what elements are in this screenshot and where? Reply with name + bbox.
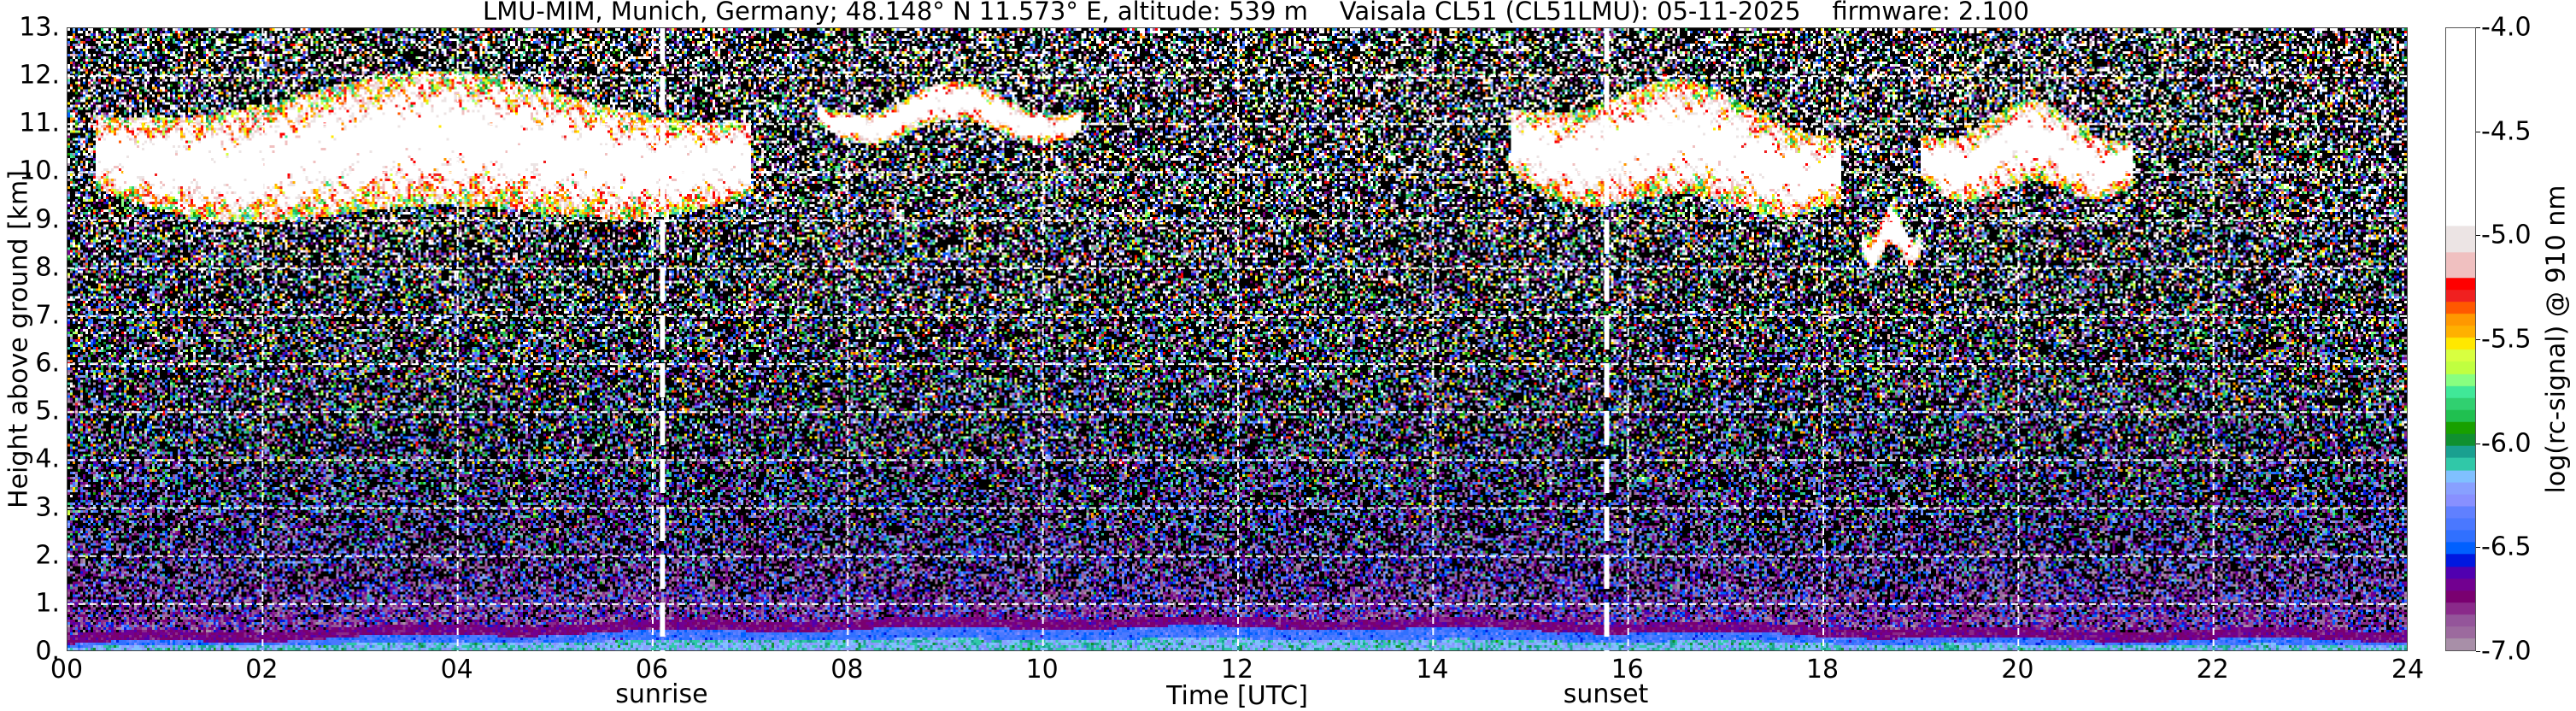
colorbar <box>2445 27 2476 651</box>
y-tick-label: 7. <box>35 300 60 331</box>
x-tick-label: 02 <box>245 655 279 685</box>
x-tick-label: 04 <box>440 655 473 685</box>
colorbar-label: log(rc-signal) @ 910 nm <box>2541 185 2572 494</box>
grid-overlay <box>67 28 2409 652</box>
colorbar-tick-mark <box>2476 27 2480 28</box>
x-tick-label: 12 <box>1220 655 1254 685</box>
y-tick-label: 11. <box>19 108 60 138</box>
y-tick-label: 1. <box>35 588 60 619</box>
y-tick-label: 10. <box>19 156 60 186</box>
y-tick-label: 8. <box>35 252 60 283</box>
x-tick-label: 16 <box>1611 655 1644 685</box>
colorbar-tick-label: -6.5 <box>2481 532 2532 562</box>
x-tick-label: 22 <box>2196 655 2229 685</box>
chart-title: LMU-MIM, Munich, Germany; 48.148° N 11.5… <box>483 0 2029 26</box>
x-tick-label: 20 <box>2001 655 2034 685</box>
colorbar-tick-label: -4.5 <box>2481 116 2532 147</box>
y-tick-label: 3. <box>35 492 60 523</box>
colorbar-tick-mark <box>2476 339 2480 340</box>
y-tick-label: 6. <box>35 348 60 379</box>
colorbar-tick-label: -6.0 <box>2481 428 2532 459</box>
colorbar-tick-mark <box>2476 235 2480 237</box>
x-tick-label: 00 <box>50 655 84 685</box>
colorbar-tick-mark <box>2476 547 2480 549</box>
x-tick-label: 06 <box>635 655 669 685</box>
y-tick-label: 2. <box>35 540 60 571</box>
x-tick-label: 14 <box>1416 655 1449 685</box>
y-tick-label: 4. <box>35 444 60 474</box>
x-tick-label: 10 <box>1025 655 1059 685</box>
x-tick-label: 08 <box>830 655 864 685</box>
y-tick-label: 5. <box>35 396 60 426</box>
x-tick-label: 24 <box>2391 655 2425 685</box>
colorbar-tick-label: -7.0 <box>2481 636 2532 667</box>
plot-area <box>67 27 2409 652</box>
y-tick-label: 12. <box>19 60 60 91</box>
annotation-sunset: sunset <box>1563 679 1649 709</box>
y-tick-label: 0. <box>35 636 60 667</box>
x-axis-label: Time [UTC] <box>1166 681 1308 711</box>
colorbar-tick-label: -4.0 <box>2481 12 2532 43</box>
annotation-sunrise: sunrise <box>615 679 708 709</box>
colorbar-tick-label: -5.0 <box>2481 220 2532 250</box>
colorbar-tick-label: -5.5 <box>2481 324 2532 355</box>
y-tick-label: 9. <box>35 204 60 235</box>
colorbar-tick-mark <box>2476 651 2480 652</box>
y-axis-label: Height above ground [km] <box>3 170 34 508</box>
y-tick-label: 13. <box>19 12 60 43</box>
x-tick-label: 18 <box>1805 655 1840 685</box>
